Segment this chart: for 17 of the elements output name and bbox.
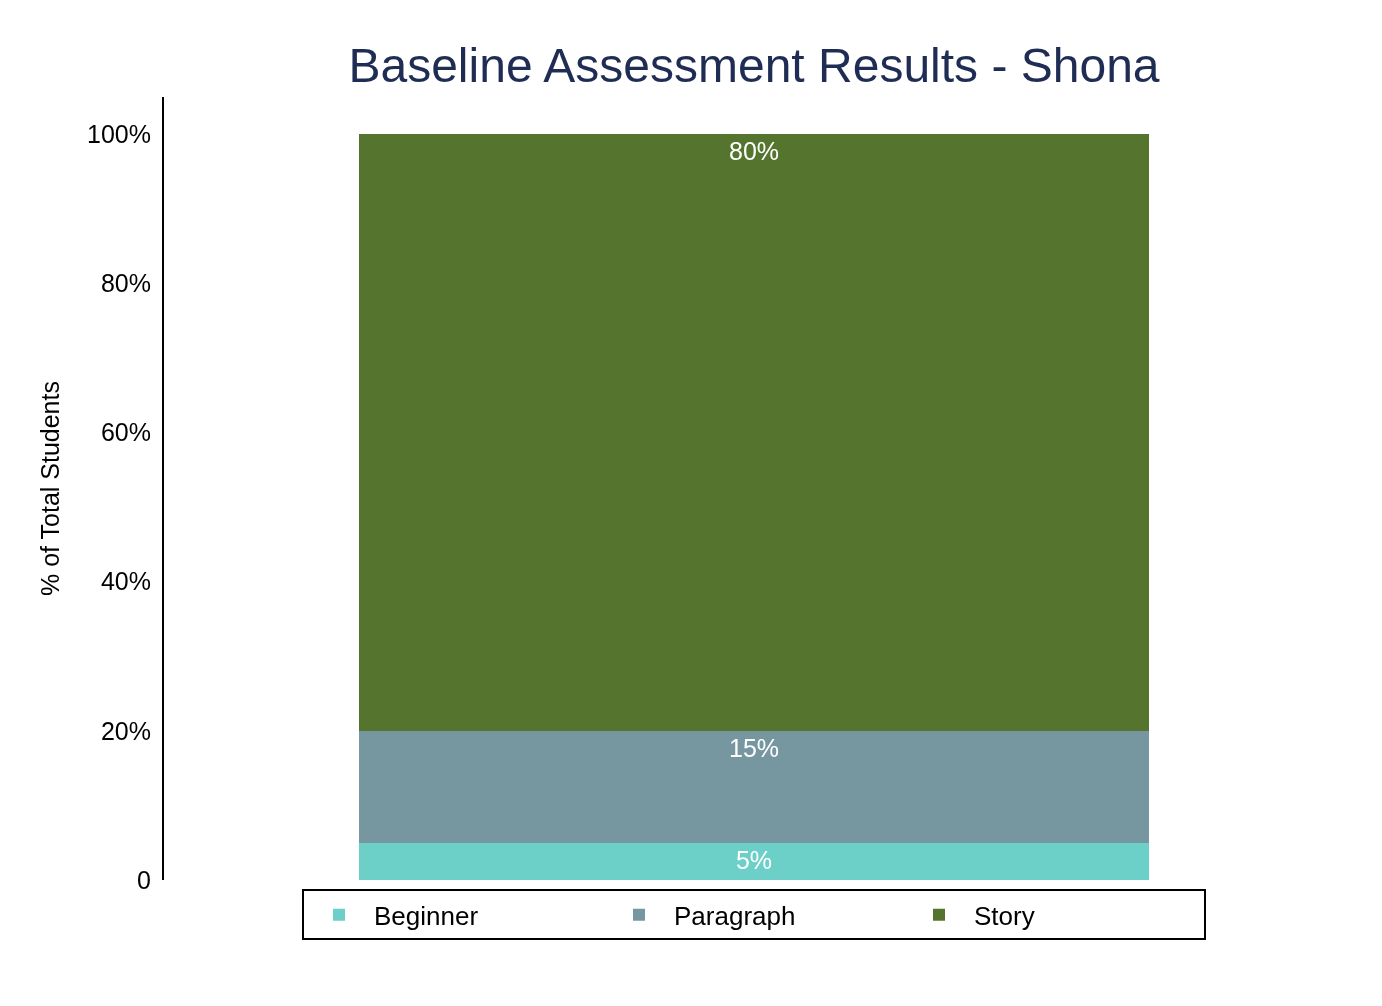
y-tick-label: 80% <box>100 269 151 298</box>
y-tick-label: 60% <box>100 418 151 447</box>
chart-title: Baseline Assessment Results - Shona <box>348 38 1160 92</box>
y-tick-label: 0 <box>137 865 151 894</box>
legend-label: Beginner <box>374 900 479 931</box>
bar <box>358 134 1150 731</box>
bar <box>358 842 1150 880</box>
legend-label: Paragraph <box>674 900 796 931</box>
bar <box>358 730 1150 843</box>
y-axis-title: % of Total Students <box>36 381 65 596</box>
y-tick-label: 20% <box>100 716 151 745</box>
y-tick-label: 100% <box>87 120 151 149</box>
data-label: 15% <box>728 733 780 762</box>
y-tick-label: 40% <box>100 567 151 596</box>
data-label: 5% <box>735 845 773 874</box>
legend-label: Story <box>974 900 1035 931</box>
data-label: 80% <box>728 137 780 166</box>
